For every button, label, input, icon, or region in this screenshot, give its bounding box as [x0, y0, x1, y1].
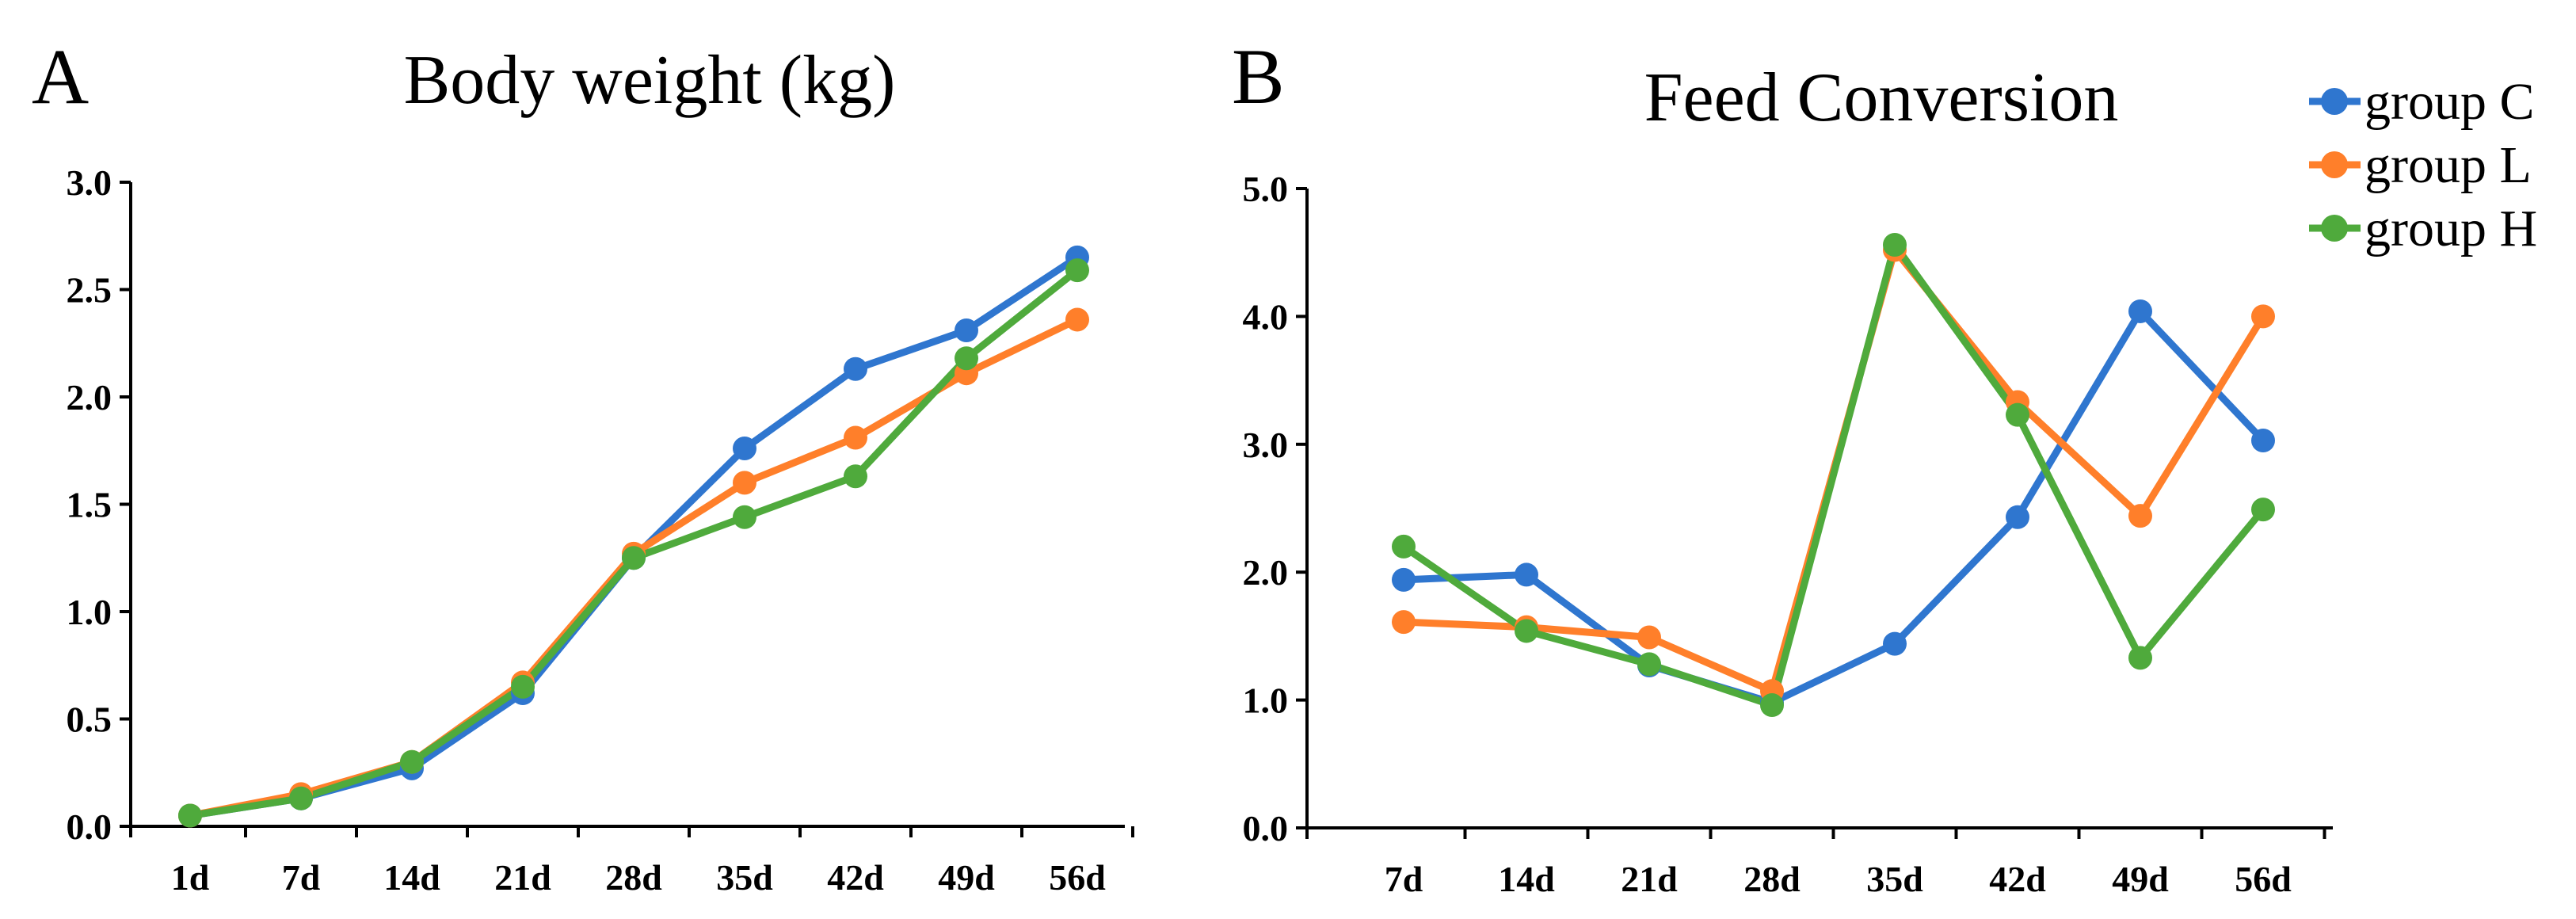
data-point-a-group-h-49d — [955, 346, 978, 371]
x-ticks-a: 1d 7d 14d 21d 28d 35d 42d 49d 56d — [129, 826, 1134, 898]
legend-label-group-c: group C — [2365, 73, 2535, 131]
chart-title-b: Feed Conversion — [1644, 59, 2119, 136]
data-point-b-group-c-49d — [2128, 299, 2152, 323]
data-point-b-group-h-7d — [1392, 534, 1416, 559]
legend-item-group-l: group L — [2309, 136, 2532, 194]
series-line-b-group-h — [1400, 241, 2267, 709]
data-point-b-group-h-21d — [1637, 652, 1661, 677]
data-point-a-group-h-28d — [622, 546, 646, 570]
y-ticks-b: 0.0 1.0 2.0 3.0 4.0 5.0 — [1243, 169, 1307, 848]
data-point-a-group-h-1d — [178, 803, 202, 828]
x-tick-label-a-42d: 42d — [827, 857, 884, 898]
x-tick-label-a-1d: 1d — [171, 857, 210, 898]
legend-marker-group-h — [2321, 215, 2348, 242]
data-point-b-group-c-56d — [2251, 428, 2275, 452]
data-point-a-group-h-14d — [400, 749, 424, 774]
y-tick-label-b-4-0: 4.0 — [1243, 296, 1289, 337]
data-point-a-group-h-35d — [733, 505, 756, 529]
data-point-b-group-h-14d — [1515, 619, 1538, 643]
data-point-b-group-h-56d — [2251, 498, 2275, 522]
x-tick-label-a-14d: 14d — [383, 857, 440, 898]
data-point-b-group-h-42d — [2006, 402, 2029, 427]
data-point-b-group-c-35d — [1883, 631, 1907, 656]
x-tick-label-b-49d: 49d — [2112, 859, 2169, 899]
x-tick-label-b-56d: 56d — [2235, 859, 2292, 899]
data-point-a-group-l-56d — [1065, 307, 1089, 332]
legend-marker-group-l — [2321, 151, 2348, 178]
y-tick-label-a-3-0: 3.0 — [67, 162, 112, 203]
x-tick-label-b-21d: 21d — [1621, 859, 1678, 899]
x-tick-label-a-49d: 49d — [938, 857, 995, 898]
series-line-a-group-c — [186, 254, 1081, 819]
data-point-b-group-h-35d — [1883, 233, 1907, 257]
y-tick-label-b-3-0: 3.0 — [1243, 425, 1289, 465]
legend-item-group-h: group H — [2309, 200, 2537, 257]
y-tick-label-b-5-0: 5.0 — [1243, 169, 1289, 209]
data-point-a-group-h-7d — [289, 786, 313, 810]
panel-a: A Body weight (kg) 0.0 0.5 1.0 1.5 2.0 2.5 3.0… — [32, 32, 1134, 898]
x-ticks-b: 7d 14d 21d 28d 35d 42d 49d 56d — [1305, 828, 2326, 899]
y-tick-label-b-0-0: 0.0 — [1243, 808, 1289, 848]
data-point-a-group-l-35d — [733, 471, 756, 495]
y-tick-label-b-1-0: 1.0 — [1243, 681, 1289, 721]
chart-title-a: Body weight (kg) — [404, 42, 896, 119]
panel-b: B Feed Conversion 0.0 1.0 2.0 3.0 4.0 5.0 7d 1… — [1232, 32, 2333, 899]
data-point-b-group-h-28d — [1760, 693, 1784, 718]
data-point-b-group-l-49d — [2128, 504, 2152, 528]
data-point-b-group-l-21d — [1637, 625, 1661, 650]
data-point-a-group-c-42d — [844, 357, 867, 381]
series-b — [1392, 233, 2275, 718]
series-line-b-group-c — [1400, 307, 2267, 707]
legend-label-group-l: group L — [2365, 136, 2532, 194]
x-tick-label-b-28d: 28d — [1743, 859, 1801, 899]
y-tick-label-a-0-5: 0.5 — [67, 700, 112, 740]
panel-letter-b: B — [1232, 32, 1285, 120]
data-point-a-group-h-21d — [511, 674, 535, 699]
y-ticks-a: 0.0 0.5 1.0 1.5 2.0 2.5 3.0 — [67, 162, 131, 847]
x-tick-label-a-7d: 7d — [282, 857, 321, 898]
data-point-b-group-c-42d — [2006, 505, 2029, 529]
series-a — [178, 245, 1089, 828]
legend-item-group-c: group C — [2309, 73, 2535, 131]
x-tick-label-a-21d: 21d — [494, 857, 551, 898]
x-tick-label-a-56d: 56d — [1049, 857, 1106, 898]
x-tick-label-b-7d: 7d — [1385, 859, 1423, 899]
data-point-a-group-c-49d — [955, 318, 978, 342]
data-point-a-group-l-42d — [844, 425, 867, 450]
y-tick-label-a-2-0: 2.0 — [67, 377, 112, 418]
x-tick-label-a-35d: 35d — [716, 857, 773, 898]
legend: group C group L group H — [2309, 73, 2537, 257]
y-tick-label-a-0-0: 0.0 — [67, 807, 112, 847]
data-point-a-group-h-56d — [1065, 258, 1089, 283]
y-tick-label-a-2-5: 2.5 — [67, 270, 112, 311]
data-point-b-group-l-7d — [1392, 610, 1416, 635]
data-point-a-group-c-35d — [733, 437, 756, 461]
legend-marker-group-c — [2321, 88, 2348, 115]
y-tick-label-b-2-0: 2.0 — [1243, 552, 1289, 593]
panel-letter-a: A — [32, 32, 89, 120]
x-tick-label-a-28d: 28d — [605, 857, 662, 898]
x-tick-label-b-42d: 42d — [1989, 859, 2046, 899]
x-tick-label-b-35d: 35d — [1866, 859, 1923, 899]
data-point-b-group-c-7d — [1392, 567, 1416, 592]
x-tick-label-b-14d: 14d — [1498, 859, 1555, 899]
data-point-b-group-h-49d — [2128, 646, 2152, 670]
data-point-b-group-l-56d — [2251, 304, 2275, 329]
data-point-b-group-c-14d — [1515, 562, 1538, 587]
y-tick-label-a-1-0: 1.0 — [67, 592, 112, 632]
legend-label-group-h: group H — [2365, 200, 2537, 257]
data-point-a-group-h-42d — [844, 464, 867, 489]
y-tick-label-a-1-5: 1.5 — [67, 485, 112, 525]
